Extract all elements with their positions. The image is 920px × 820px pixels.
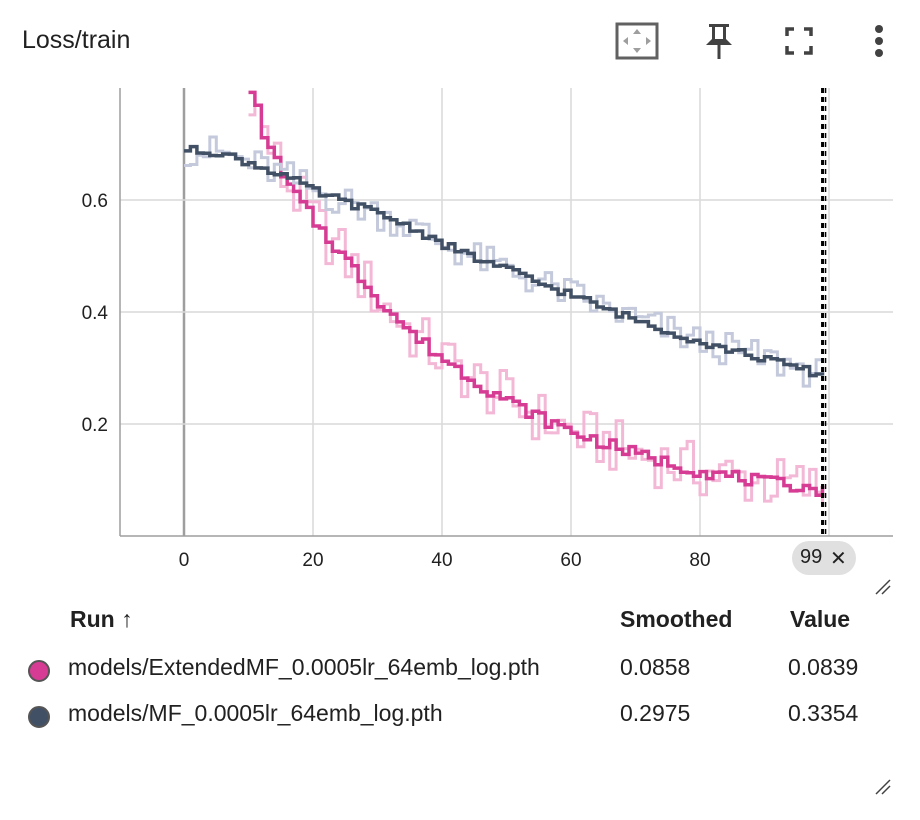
more-options-button[interactable]: [856, 18, 902, 64]
y-tick-label: 0.4: [82, 303, 109, 324]
cursor-step-label: 99: [800, 546, 823, 568]
pin-icon: [706, 24, 732, 59]
resize-handle-icon[interactable]: [874, 778, 892, 796]
x-tick-label: 60: [560, 550, 581, 571]
raw-value: 0.0839: [788, 654, 859, 680]
x-tick-label: 40: [431, 550, 452, 571]
smoothed-value: 0.0858: [620, 654, 691, 680]
table-header-run[interactable]: Run ↑: [70, 606, 133, 632]
resize-handle-icon[interactable]: [874, 578, 892, 596]
smoothed-value: 0.2975: [620, 700, 691, 726]
x-tick-label: 0: [179, 550, 190, 571]
run-name: models/ExtendedMF_0.0005lr_64emb_log.pth: [68, 654, 540, 680]
cursor-step-chip[interactable]: 99 ✕: [792, 541, 856, 575]
card-title: Loss/train: [22, 26, 131, 54]
table-row: models/ExtendedMF_0.0005lr_64emb_log.pth…: [0, 652, 920, 692]
table-header-smoothed[interactable]: Smoothed: [620, 606, 733, 632]
series-color-dot: [28, 706, 50, 728]
y-tick-label: 0.6: [82, 191, 108, 212]
table-header-value[interactable]: Value: [790, 606, 851, 632]
series-raw-line: [248, 103, 824, 505]
fullscreen-button[interactable]: [776, 18, 822, 64]
fit-to-data-icon: [615, 22, 659, 60]
x-tick-label: 80: [689, 550, 710, 571]
pin-button[interactable]: [696, 18, 742, 64]
y-tick-label: 0.2: [82, 415, 108, 436]
series-color-dot: [28, 660, 50, 682]
series-line: [184, 144, 825, 378]
table-row: models/MF_0.0005lr_64emb_log.pth 0.2975 …: [0, 698, 920, 738]
fullscreen-icon: [785, 27, 813, 55]
series-raw-line: [184, 135, 824, 388]
raw-value: 0.3354: [788, 700, 859, 726]
series-line: [248, 90, 825, 498]
x-tick-label: 20: [302, 550, 323, 571]
loss-chart[interactable]: 0 20 40 60 80 0.2 0.4 0.6: [0, 0, 920, 600]
close-icon[interactable]: ✕: [830, 548, 847, 570]
run-name: models/MF_0.0005lr_64emb_log.pth: [68, 700, 443, 726]
more-vert-icon: [875, 25, 883, 57]
fit-domain-button[interactable]: [614, 18, 660, 64]
